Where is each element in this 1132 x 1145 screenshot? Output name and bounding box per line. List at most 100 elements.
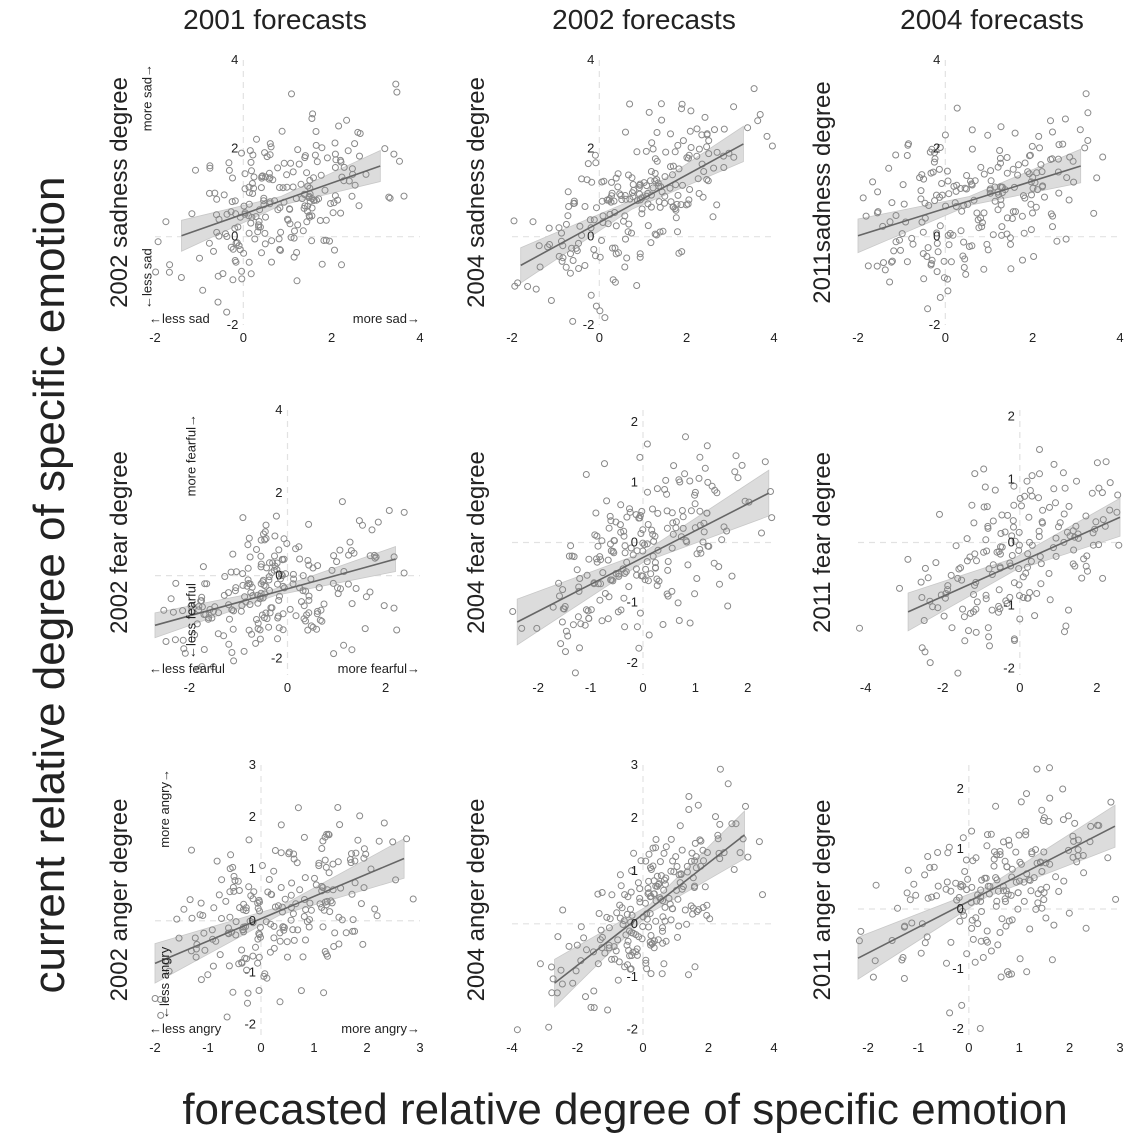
data-point [888,257,896,265]
data-point [329,209,337,217]
data-point [983,503,991,511]
data-point [596,307,604,315]
data-point [1069,853,1077,861]
data-point [188,210,196,218]
data-point [974,920,982,928]
data-point [299,227,307,235]
data-point [306,916,313,924]
data-point [646,893,654,901]
data-points [151,804,417,1021]
data-point [1007,562,1015,570]
data-point [710,164,718,172]
data-point [667,163,674,171]
y-tick-label: 1 [249,861,256,876]
data-point [659,227,667,235]
data-point [243,955,250,963]
annotation-y-positive: more fearful→ [184,414,199,496]
data-point [322,236,330,244]
data-point [903,258,911,266]
data-point [693,575,701,582]
data-point [973,557,980,565]
data-point [1016,877,1023,885]
data-point [570,197,578,205]
data-point [957,227,965,235]
data-point [1059,785,1067,793]
data-point [639,539,647,547]
data-point [282,570,289,578]
data-point [1080,869,1088,877]
data-point [728,572,736,580]
data-point [317,606,325,614]
data-point [536,960,544,968]
data-point [761,458,769,466]
data-point [682,537,690,545]
data-point [642,956,650,964]
data-point [671,205,679,213]
data-point [921,648,929,656]
data-point [929,603,937,611]
data-point [691,491,699,499]
data-point [696,453,704,461]
data-point [210,904,218,912]
data-point [371,905,379,913]
data-point [936,510,943,518]
y-tick-label: 4 [933,52,940,67]
data-point [1035,132,1043,140]
data-point [264,888,272,896]
data-point [921,871,929,879]
data-point [201,580,209,588]
data-point [311,874,318,882]
data-point [245,258,253,266]
data-point [658,116,666,124]
data-point [558,618,566,626]
data-point [675,165,683,173]
data-point [188,846,195,854]
data-point [285,848,293,856]
data-point [248,630,256,638]
data-point [355,202,363,210]
data-point [603,497,611,505]
data-point [1016,495,1024,502]
data-point [662,843,670,851]
data-point [705,137,713,145]
data-point [659,924,666,932]
data-point [351,140,359,148]
data-point [997,123,1005,131]
data-point [644,488,651,496]
data-point [257,184,265,192]
data-point [152,268,160,276]
data-point [638,935,646,943]
data-point [272,512,280,520]
data-point [1015,831,1023,839]
y-tick-label: 4 [275,402,282,417]
data-point [1032,905,1040,913]
data-point [963,950,971,958]
data-point [920,617,928,624]
y-tick-label: -2 [227,317,239,332]
data-point [633,951,641,959]
data-point [645,631,653,639]
data-point [636,250,644,258]
data-point [1007,265,1015,273]
data-point [596,253,604,261]
regression-line [857,825,1116,959]
data-point [1018,502,1025,510]
data-point [1023,477,1031,485]
data-point [917,187,925,195]
data-point [862,212,870,220]
data-point [331,139,339,147]
data-point [299,953,307,961]
data-point [267,143,275,151]
data-point [616,901,624,909]
data-point [260,197,268,205]
data-point [1038,904,1046,912]
data-point [286,605,294,613]
data-point [199,563,207,571]
data-point [198,597,205,605]
data-point [1019,573,1027,581]
data-point [549,975,557,983]
data-point [716,820,724,828]
data-point [300,602,308,610]
data-point [936,294,944,301]
data-point [614,170,622,178]
